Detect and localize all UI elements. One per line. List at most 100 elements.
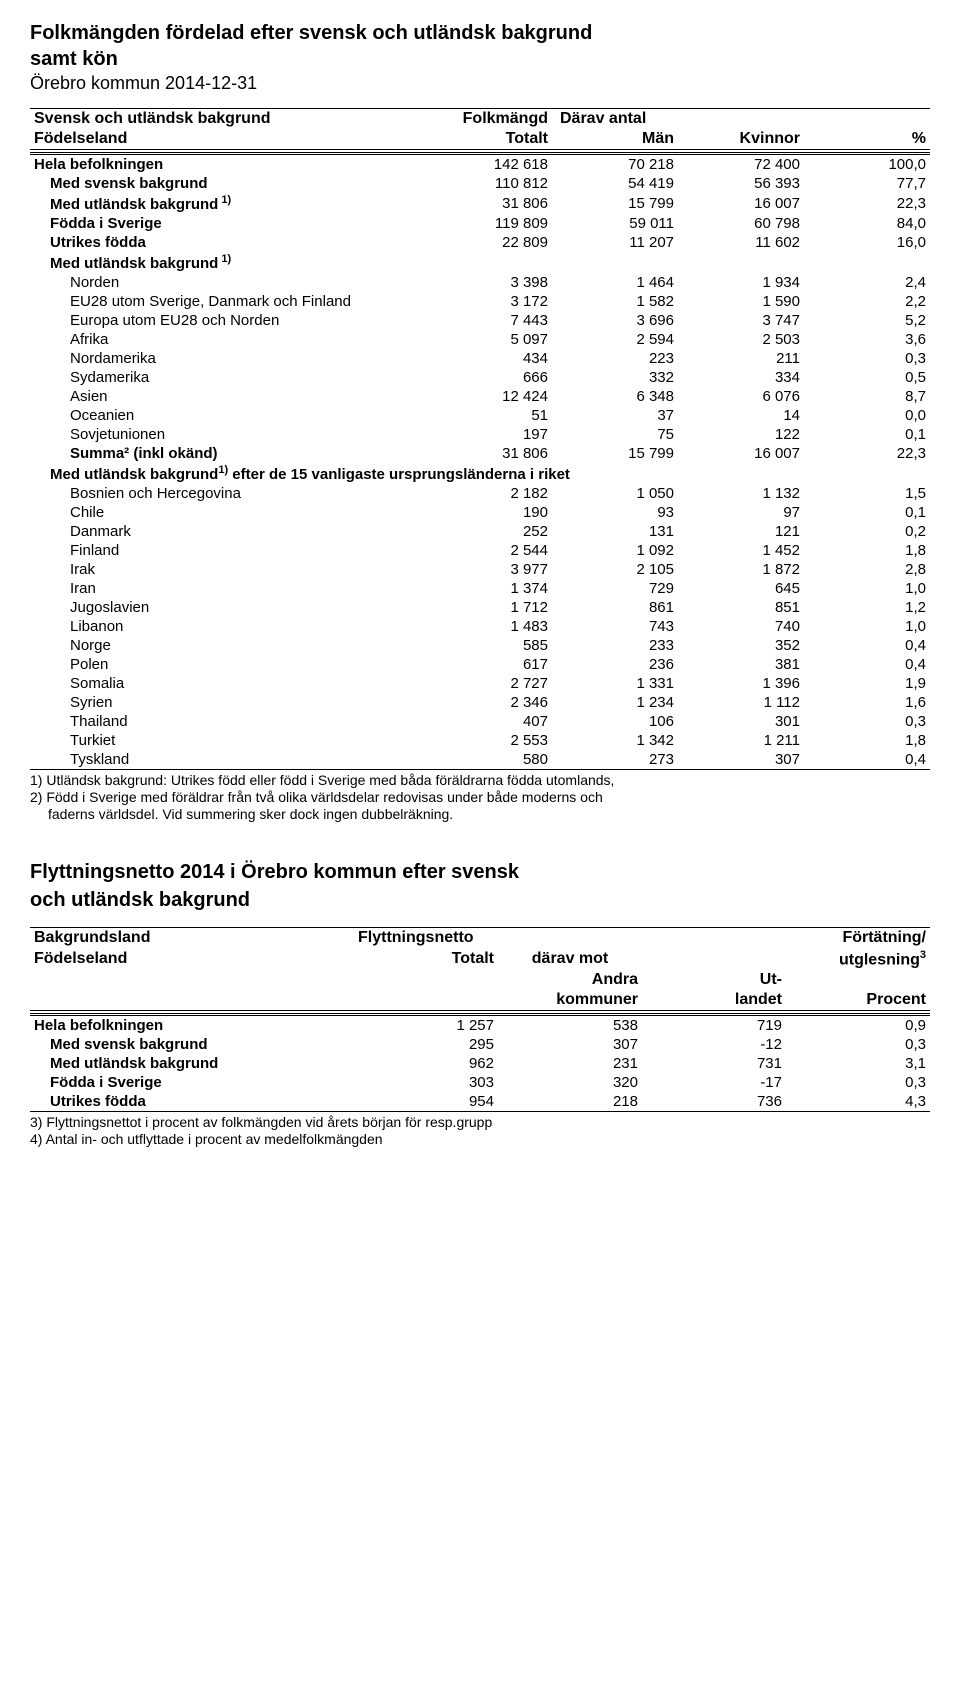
row-value: 110 812 <box>426 174 552 193</box>
row-value: 54 419 <box>552 174 678 193</box>
row-value: 119 809 <box>426 214 552 233</box>
row-value: 75 <box>552 425 678 444</box>
row-label: Thailand <box>30 712 426 731</box>
row-value: 84,0 <box>804 214 930 233</box>
page-title-line1: Folkmängden fördelad efter svensk och ut… <box>30 20 930 46</box>
row-value: 131 <box>552 522 678 541</box>
hdr-col5: % <box>804 129 930 150</box>
row-value: 4,3 <box>786 1092 930 1112</box>
row-label: Libanon <box>30 617 426 636</box>
row-value: 3 977 <box>426 560 552 579</box>
row-value: 0,4 <box>804 636 930 655</box>
row-value: 7 443 <box>426 311 552 330</box>
row-value: 0,4 <box>804 655 930 674</box>
row-value: 666 <box>426 368 552 387</box>
row-value <box>426 252 552 273</box>
row-value: 60 798 <box>678 214 804 233</box>
row-label: Finland <box>30 541 426 560</box>
row-value: 252 <box>426 522 552 541</box>
row-value: 2 553 <box>426 731 552 750</box>
row-label: Oceanien <box>30 406 426 425</box>
row-value: 16 007 <box>678 193 804 214</box>
row-value: 861 <box>552 598 678 617</box>
row-value: 6 076 <box>678 387 804 406</box>
row-value: 100,0 <box>804 154 930 175</box>
hdr-col4: Kvinnor <box>678 129 804 150</box>
page-title-date: Örebro kommun 2014-12-31 <box>30 73 930 94</box>
row-label: Iran <box>30 579 426 598</box>
row-value: 218 <box>498 1092 642 1112</box>
hdr-col3a: Män <box>552 129 678 150</box>
row-label: Norge <box>30 636 426 655</box>
hdr2-col1b: Födelseland <box>30 948 354 970</box>
row-value: 5 097 <box>426 330 552 349</box>
row-value: 743 <box>552 617 678 636</box>
row-value: 31 806 <box>426 193 552 214</box>
row-value: 0,2 <box>804 522 930 541</box>
row-value: 1 112 <box>678 693 804 712</box>
row-value: 1,2 <box>804 598 930 617</box>
row-label: Utrikes födda <box>30 233 426 252</box>
row-value: 11 207 <box>552 233 678 252</box>
row-value: 2 594 <box>552 330 678 349</box>
row-value: 12 424 <box>426 387 552 406</box>
row-value: 77,7 <box>804 174 930 193</box>
row-value <box>678 252 804 273</box>
row-label: Norden <box>30 273 426 292</box>
row-value: 2 503 <box>678 330 804 349</box>
row-value: 0,1 <box>804 503 930 522</box>
row-value: 1 257 <box>354 1015 498 1036</box>
row-value: 15 799 <box>552 193 678 214</box>
row-value: 3 172 <box>426 292 552 311</box>
row-value: 1,6 <box>804 693 930 712</box>
row-value: 2,2 <box>804 292 930 311</box>
row-value: 729 <box>552 579 678 598</box>
row-value: 1 211 <box>678 731 804 750</box>
row-value: 407 <box>426 712 552 731</box>
footnote: 2) Född i Sverige med föräldrar från två… <box>30 789 930 806</box>
row-label: Hela befolkningen <box>30 1015 354 1036</box>
page-title-line2: samt kön <box>30 48 930 71</box>
row-value: 190 <box>426 503 552 522</box>
row-value: 231 <box>498 1054 642 1073</box>
hdr2-col3a: därav mot <box>498 948 642 970</box>
row-value: 307 <box>678 750 804 770</box>
row-value: 585 <box>426 636 552 655</box>
row-value: 0,3 <box>804 349 930 368</box>
row-value: 0,1 <box>804 425 930 444</box>
row-label: Utrikes födda <box>30 1092 354 1112</box>
row-value: 1 582 <box>552 292 678 311</box>
row-value: 1 934 <box>678 273 804 292</box>
row-value: 59 011 <box>552 214 678 233</box>
row-value: 22,3 <box>804 444 930 463</box>
hdr-col3: Därav antal <box>552 109 804 130</box>
row-value <box>804 252 930 273</box>
row-value: 1 234 <box>552 693 678 712</box>
row-value: 1,8 <box>804 541 930 560</box>
row-value: 1 872 <box>678 560 804 579</box>
row-value: 22 809 <box>426 233 552 252</box>
hdr-col1b: Födelseland <box>30 129 426 150</box>
row-value: 3 747 <box>678 311 804 330</box>
row-label: Med utländsk bakgrund <box>30 1054 354 1073</box>
hdr2-col4b: landet <box>642 990 786 1011</box>
population-table: Svensk och utländsk bakgrund Folkmängd D… <box>30 108 930 770</box>
row-value: 740 <box>678 617 804 636</box>
row-value: 580 <box>426 750 552 770</box>
row-label: Irak <box>30 560 426 579</box>
row-value: 16 007 <box>678 444 804 463</box>
row-label: EU28 utom Sverige, Danmark och Finland <box>30 292 426 311</box>
row-value: 37 <box>552 406 678 425</box>
row-value: 2,4 <box>804 273 930 292</box>
row-label: Syrien <box>30 693 426 712</box>
row-value: 307 <box>498 1035 642 1054</box>
row-value: 14 <box>678 406 804 425</box>
row-value: 0,5 <box>804 368 930 387</box>
row-value: 1 092 <box>552 541 678 560</box>
row-label: Sydamerika <box>30 368 426 387</box>
row-value: 301 <box>678 712 804 731</box>
row-label: Med svensk bakgrund <box>30 1035 354 1054</box>
row-value: 8,7 <box>804 387 930 406</box>
row-value: 1,0 <box>804 617 930 636</box>
row-value: -17 <box>642 1073 786 1092</box>
